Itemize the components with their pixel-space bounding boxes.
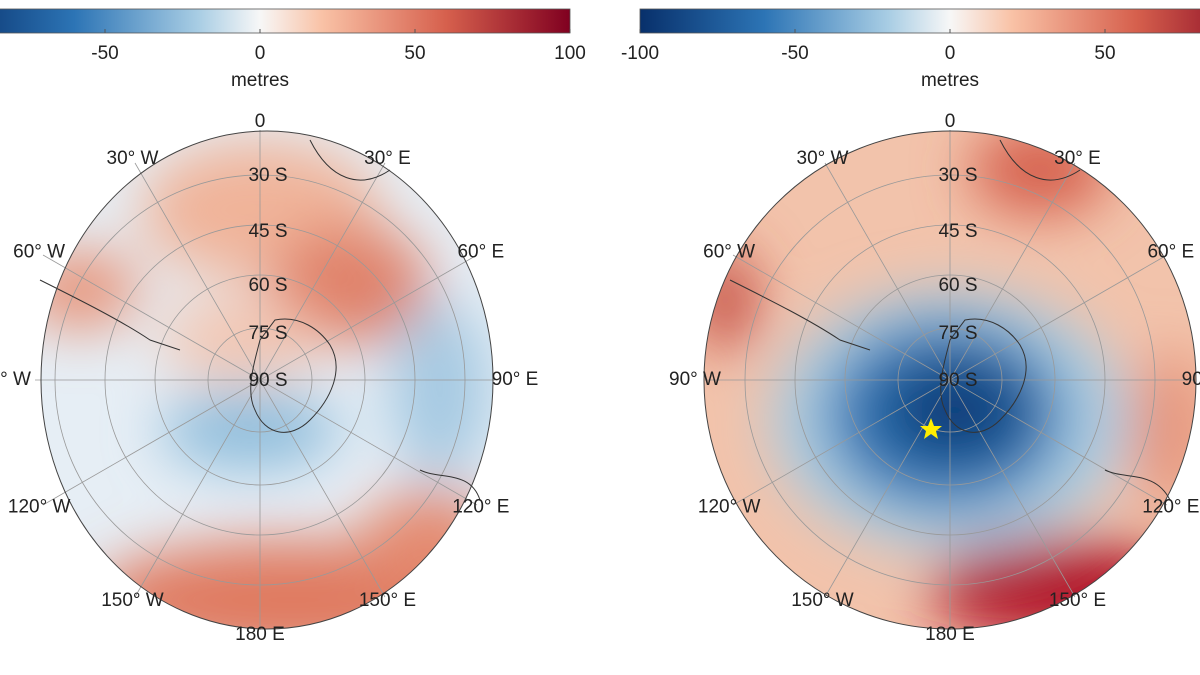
colorbar-tick-label: 50 [1094,43,1115,64]
meridian-label: 0 [945,111,956,132]
meridian-label: 180 E [235,624,285,645]
parallel-label: 75 S [938,323,977,344]
colorbar-tick-label: -50 [91,43,118,64]
meridian-label: 60° E [457,242,504,263]
colorbar-tick-label: 0 [255,43,266,64]
meridian-label: 120° W [8,497,71,518]
meridian-label: 90° E [1182,369,1200,390]
meridian-label: 120° E [1142,497,1199,518]
parallel-label: 90 S [248,370,287,391]
meridian-label: 150° W [101,590,164,611]
meridian-label: 30° E [1054,148,1101,169]
meridian-label: 90° W [0,369,31,390]
star-marker [920,418,942,439]
meridian-label: 150° E [1049,590,1106,611]
map-border [40,130,494,630]
parallel-label: 60 S [938,275,977,296]
colorbar-tick-label: -50 [781,43,808,64]
map-border [703,130,1197,630]
colorbar [0,8,571,34]
meridian-label: 150° E [359,590,416,611]
colorbar-tick-label: 100 [554,43,586,64]
parallel-label: 90 S [938,370,977,391]
graticule-right [705,130,1195,630]
colorbar-tick-label: -100 [621,43,659,64]
meridian-label: 120° E [452,497,509,518]
meridian-label: 60° E [1147,242,1194,263]
meridian-label: 60° W [13,242,65,263]
colorbar [639,8,1200,34]
parallel-label: 45 S [938,221,977,242]
meridian-label: 30° W [797,148,849,169]
meridian-label: 30° E [364,148,411,169]
meridian-label: 30° W [107,148,159,169]
parallel-label: 30 S [248,165,287,186]
graticule-left [35,130,495,630]
meridian-label: 180 E [925,624,975,645]
meridian-label: 120° W [698,497,761,518]
parallel-label: 60 S [248,275,287,296]
colorbar-tick-label: 50 [404,43,425,64]
meridian-label: 60° W [703,242,755,263]
colorbar-label: metres [231,70,289,91]
meridian-label: 0 [255,111,266,132]
parallel-label: 75 S [248,323,287,344]
colorbar-tick-label: 0 [945,43,956,64]
parallel-label: 45 S [248,221,287,242]
meridian-label: 90° W [669,369,721,390]
meridian-label: 150° W [791,590,854,611]
parallel-label: 30 S [938,165,977,186]
meridian-label: 90° E [492,369,539,390]
colorbar-label: metres [921,70,979,91]
coastline [39,139,1171,501]
